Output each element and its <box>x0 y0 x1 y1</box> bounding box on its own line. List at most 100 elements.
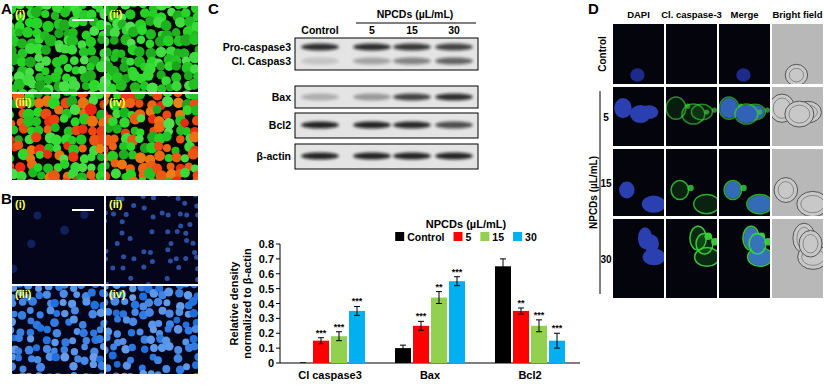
nucleus <box>112 372 121 374</box>
nucleus <box>19 372 27 374</box>
cell <box>139 6 148 8</box>
micrograph-background <box>12 196 104 284</box>
error-bar-stem <box>357 306 358 315</box>
cell <box>97 35 104 44</box>
error-bar-cap <box>300 363 306 364</box>
nucleus <box>27 335 34 342</box>
nucleus <box>61 310 68 317</box>
y-tick-label: 0.3 <box>259 312 274 324</box>
nucleus <box>140 370 148 374</box>
error-bar-cap <box>318 343 324 344</box>
cell <box>12 13 13 21</box>
confocal-image <box>719 87 770 146</box>
nucleus <box>109 352 117 360</box>
nucleus <box>106 249 108 254</box>
nucleus <box>106 319 108 326</box>
image-label: (iv) <box>109 96 126 108</box>
nucleus <box>12 362 16 371</box>
cell-outline <box>774 178 798 203</box>
bar <box>513 311 529 363</box>
cell <box>135 134 144 143</box>
y-tick <box>276 333 280 334</box>
cell <box>12 125 18 134</box>
cell <box>163 35 174 46</box>
cell <box>119 150 129 160</box>
y-tick <box>276 363 280 364</box>
confocal-image <box>719 24 770 84</box>
nucleus <box>97 309 104 318</box>
nucleus <box>120 338 127 345</box>
cell <box>31 7 42 18</box>
cell <box>142 70 153 81</box>
nucleus <box>141 196 146 199</box>
micrograph-background <box>106 196 198 284</box>
row-label: 30 <box>600 254 612 265</box>
row-label: Control <box>597 36 608 72</box>
nucleus <box>37 324 45 332</box>
nucleus <box>137 329 144 336</box>
nucleus <box>106 210 108 215</box>
nucleus <box>111 211 116 216</box>
nucleus <box>60 290 68 298</box>
error-bar <box>436 292 442 304</box>
y-tick-label: 0.1 <box>259 342 274 354</box>
cell <box>134 47 144 57</box>
cell <box>31 132 41 142</box>
nucleus <box>12 373 15 374</box>
cell <box>87 46 96 55</box>
error-bar-cap <box>500 258 506 259</box>
confocal-image <box>613 87 664 146</box>
cell <box>25 57 36 68</box>
nucleus <box>178 212 183 217</box>
nucleus <box>174 354 183 363</box>
row-label: β-actin <box>257 150 291 162</box>
y-tick <box>276 318 280 319</box>
nucleus <box>91 286 99 288</box>
nucleus <box>194 204 198 209</box>
cell <box>106 171 110 180</box>
micrograph <box>106 94 198 180</box>
cell <box>87 153 95 161</box>
blot-band <box>435 94 473 101</box>
nucleus <box>748 195 770 212</box>
cell <box>95 144 104 153</box>
cell <box>111 169 121 179</box>
x-tick-label: Bax <box>420 369 441 381</box>
cell <box>22 27 33 38</box>
nucleus <box>12 265 17 274</box>
cell <box>103 100 104 110</box>
nucleus <box>27 329 35 337</box>
column-label: DAPI <box>627 9 650 20</box>
significance-label: *** <box>452 267 463 277</box>
cell <box>106 180 108 181</box>
nucleus <box>187 222 192 227</box>
nucleus <box>69 337 76 344</box>
cell <box>153 105 162 114</box>
lane-label: 5 <box>369 24 375 36</box>
nucleus <box>106 364 111 372</box>
nucleus <box>99 289 104 297</box>
cell <box>138 90 148 92</box>
caspase-signal <box>711 238 717 246</box>
cell <box>180 119 189 128</box>
blot-band <box>393 122 431 129</box>
cell <box>146 40 155 49</box>
nucleus <box>106 346 109 355</box>
cell <box>198 135 199 146</box>
nucleus <box>71 307 79 315</box>
nucleus <box>60 226 69 235</box>
nucleus <box>80 357 88 365</box>
y-tick <box>276 244 280 245</box>
y-tick <box>276 288 280 289</box>
cell <box>87 90 95 92</box>
cell <box>98 134 104 146</box>
caspase-signal <box>694 194 717 213</box>
cell <box>126 58 134 66</box>
error-bar-cap <box>400 345 406 346</box>
nucleus <box>139 293 147 301</box>
nucleus <box>12 317 16 326</box>
cell <box>172 61 181 70</box>
nucleus <box>163 299 170 306</box>
cell <box>97 83 104 91</box>
error-bar-stem <box>503 259 504 274</box>
